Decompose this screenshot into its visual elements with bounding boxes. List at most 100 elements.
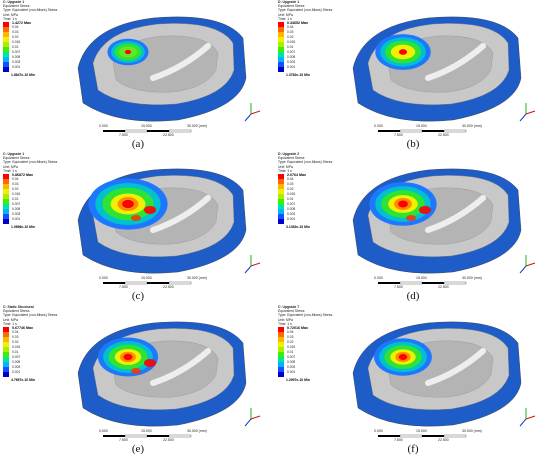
scale-bar: 0.000 15.000 30.000 (mm) 7.500 22.500	[374, 429, 494, 443]
legend-swatch	[278, 184, 284, 189]
legend-swatch	[3, 52, 9, 57]
legend-swatch	[3, 352, 9, 357]
legend-header-line: Equivalent Stress	[278, 309, 305, 314]
scale-label: 22.500	[163, 133, 174, 137]
scale-label: 15.000	[141, 429, 152, 433]
legend-level: 0.03	[287, 29, 294, 34]
scale-label: 22.500	[438, 285, 449, 289]
scale-label: 7.500	[394, 133, 403, 137]
legend-min: 4.7657e-10 Min	[11, 378, 35, 382]
legend-header-line: Unit: MPa	[278, 317, 293, 322]
legend-swatch	[3, 367, 9, 372]
panel-caption: (e)	[131, 443, 145, 455]
scale-label: 30.000 (mm)	[462, 124, 482, 128]
legend-level: 0.01	[12, 196, 19, 201]
legend-level: 0.03	[287, 334, 294, 339]
legend-level: 0.003	[12, 364, 21, 369]
legend-swatch	[3, 372, 9, 377]
legend-level: 0.02	[12, 34, 19, 39]
inner-ridge	[425, 195, 486, 233]
legend: D: Upgrade 2 Equivalent Stress Type: Equiv…	[278, 152, 348, 229]
scale-bar: 0.000 15.000 30.000 (mm) 7.500 22.500	[99, 124, 219, 138]
legend-title: C: Upgrade 1	[3, 0, 25, 4]
legend-header-line: Unit: MPa	[278, 12, 293, 17]
panel-caption: (b)	[406, 138, 420, 150]
scale-bar: 0.000 15.000 30.000 (mm) 7.500 22.500	[99, 276, 219, 290]
legend-swatch	[278, 362, 284, 367]
legend-title: D: Upgrade 1	[278, 0, 300, 4]
legend-level: 0.01	[12, 44, 19, 49]
inner-ridge	[150, 43, 211, 81]
legend-header-line: Type: Equivalent (von-Mises) Stress	[278, 8, 333, 13]
legend-level: 0.03	[12, 29, 19, 34]
legend-level: 0.04	[287, 176, 294, 181]
scale-label: 0.000	[374, 429, 383, 433]
axis-triad-icon	[519, 103, 536, 122]
legend-max: 1.4272 Max	[12, 21, 31, 25]
legend-swatch	[3, 174, 9, 179]
panel-caption: (a)	[131, 138, 145, 150]
legend-swatch	[278, 67, 284, 72]
axis-triad-icon	[244, 103, 261, 122]
stress-hotspot	[144, 359, 156, 367]
legend-level: 0.005	[12, 206, 21, 211]
legend-header-line: Time: 1 s	[3, 168, 17, 173]
legend-header-line: Time: 1 s	[278, 16, 292, 21]
legend-header-line: Unit: MPa	[3, 317, 18, 322]
inner-ridge	[150, 195, 211, 233]
legend-header-line: Unit: MPa	[278, 164, 293, 169]
legend-swatch	[3, 204, 9, 209]
legend-level: 0.02	[12, 186, 19, 191]
legend-level: 0.015	[287, 191, 296, 196]
legend-level: 0.003	[12, 59, 21, 64]
legend-swatch	[278, 342, 284, 347]
legend-level: 0.015	[287, 39, 296, 44]
panel-caption: (c)	[131, 290, 145, 302]
scale-bar-graphic	[103, 434, 192, 438]
inner-ridge	[150, 348, 211, 386]
legend-swatch	[3, 37, 9, 42]
legend-swatch	[3, 362, 9, 367]
scale-label: 0.000	[99, 276, 108, 280]
legend-header-line: Equivalent Stress	[3, 156, 30, 161]
legend-level: 0.015	[287, 344, 296, 349]
legend-level: 0.04	[12, 176, 19, 181]
legend-swatch	[3, 42, 9, 47]
legend-title: C: Static Structural	[3, 305, 34, 309]
legend: C: Upgrade 1 Equivalent Stress Type: Equiv…	[3, 152, 73, 229]
legend-header-line: Equivalent Stress	[3, 309, 30, 314]
scale-label: 0.000	[99, 429, 108, 433]
legend-min: 3.1392e-10 Min	[286, 225, 310, 229]
legend-swatch	[278, 194, 284, 199]
legend: C: Static Structural Equivalent Stress Typ…	[3, 305, 73, 382]
legend-swatch	[3, 184, 9, 189]
stress-model	[77, 321, 247, 427]
legend-swatch	[278, 219, 284, 224]
legend-max: 0.86872 Max	[12, 173, 33, 177]
legend-swatch	[3, 47, 9, 52]
legend-swatch	[278, 179, 284, 184]
scale-label: 30.000 (mm)	[187, 276, 207, 280]
legend-max: 0.34652 Max	[287, 21, 308, 25]
legend-level: 0.001	[12, 369, 21, 374]
scale-label: 7.500	[394, 285, 403, 289]
stress-model	[352, 168, 522, 274]
legend-level: 0.02	[287, 339, 294, 344]
legend-swatch	[3, 32, 9, 37]
scale-label: 22.500	[163, 285, 174, 289]
stress-hotspot	[131, 368, 141, 374]
legend-level: 0.003	[287, 364, 296, 369]
legend-level: 0.005	[287, 206, 296, 211]
legend-swatch	[278, 62, 284, 67]
stress-model	[352, 16, 522, 122]
stress-contour	[398, 354, 408, 360]
legend-level: 0.007	[12, 201, 21, 206]
stress-model	[77, 16, 247, 122]
scale-label: 15.000	[416, 276, 427, 280]
legend-max: 2.0764 Max	[287, 173, 306, 177]
legend-level: 0.001	[287, 216, 296, 221]
legend-swatch	[278, 327, 284, 332]
legend-swatch	[3, 199, 9, 204]
panel-a: C: Upgrade 1 Equivalent Stress Type: Equiv…	[3, 0, 273, 152]
legend-level: 0.03	[12, 334, 19, 339]
